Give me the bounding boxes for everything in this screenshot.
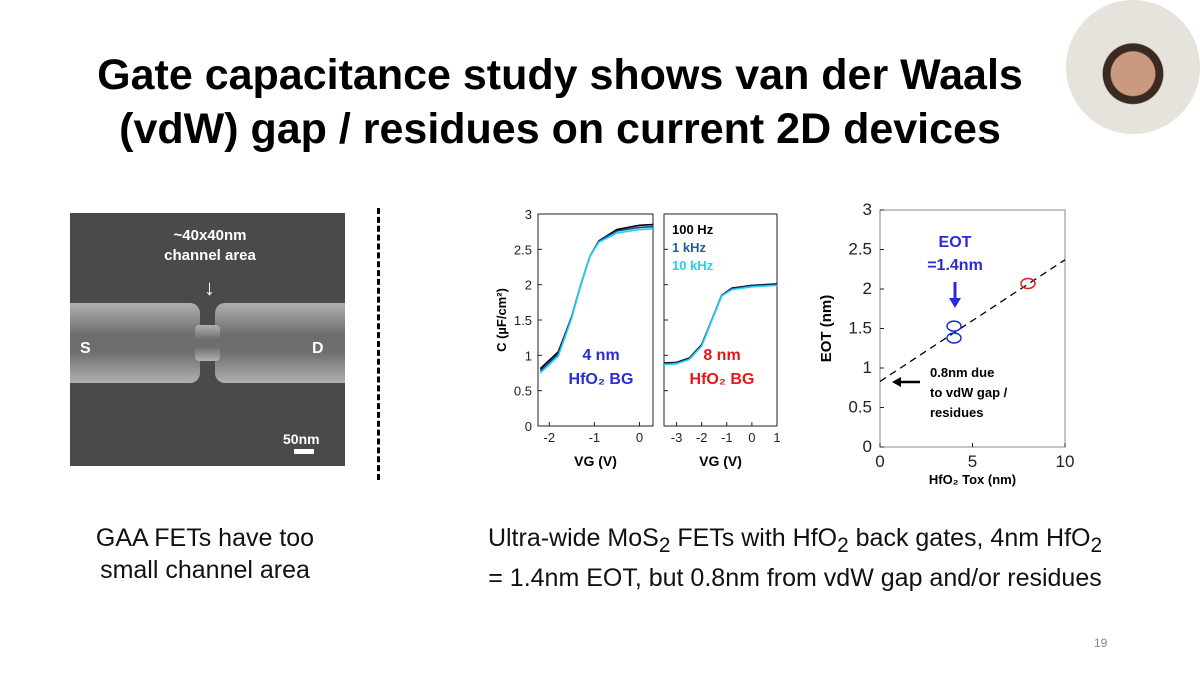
legend-entry: 100 Hz — [672, 222, 714, 237]
gap-annotation: to vdW gap / — [930, 385, 1008, 400]
legend-entry: 1 kHz — [672, 240, 706, 255]
x-tick-label: -1 — [589, 430, 601, 445]
y-tick-label: 2.5 — [848, 240, 872, 259]
caption-sub: 2 — [658, 534, 671, 557]
annotation-material: HfO₂ BG — [690, 371, 755, 388]
sem-label-area: channel area — [164, 247, 256, 264]
x-tick-label: 1 — [773, 430, 780, 445]
presenter-webcam — [1066, 0, 1200, 134]
y-tick-label: 1 — [863, 358, 872, 377]
y-tick-label: 2.5 — [514, 242, 532, 257]
y-tick-label: 0 — [525, 419, 532, 434]
slide-title: Gate capacitance study shows van der Waa… — [60, 48, 1060, 156]
x-axis-label: VG (V) — [699, 453, 742, 469]
x-tick-label: 10 — [1056, 452, 1075, 471]
fit-line — [879, 259, 1066, 382]
sem-label-size: ~40x40nm — [173, 227, 247, 244]
x-tick-label: 0 — [748, 430, 755, 445]
y-tick-label: 1 — [525, 348, 532, 363]
caption-left-line1: GAA FETs have too — [95, 524, 315, 552]
source-label: S — [80, 340, 91, 357]
caption-sub: 2 — [1090, 534, 1103, 557]
eot-annotation: =1.4nm — [927, 257, 983, 274]
scale-bar — [294, 449, 314, 454]
title-line-2: (vdW) gap / residues on current 2D devic… — [119, 105, 1001, 153]
gap-arrow-icon — [892, 377, 901, 387]
caption-sub: 2 — [837, 534, 849, 557]
x-tick-label: 5 — [968, 452, 977, 471]
caption-left: GAA FETs have too small channel area — [60, 522, 350, 586]
data-point — [946, 320, 962, 332]
page-number: 19 — [1094, 636, 1108, 650]
caption-left-line2: small channel area — [100, 556, 310, 584]
y-tick-label: 2 — [863, 279, 872, 298]
down-arrow-icon: ↓ — [204, 275, 215, 300]
x-tick-label: 0 — [875, 452, 884, 471]
drain-label: D — [312, 340, 324, 357]
x-tick-label: -1 — [721, 430, 733, 445]
series-line-10kHz — [539, 228, 654, 374]
y-tick-label: 1.5 — [848, 319, 872, 338]
y-tick-label: 3 — [525, 207, 532, 222]
caption-right-line2: = 1.4nm EOT, but 0.8nm from vdW gap and/… — [488, 564, 1102, 592]
series-line-10kHz — [663, 284, 778, 366]
y-axis-label: C (µF/cm²) — [494, 288, 509, 352]
x-axis-label: VG (V) — [574, 453, 617, 469]
legend-entry: 10 kHz — [672, 258, 714, 273]
data-point — [1020, 277, 1036, 290]
x-tick-label: -3 — [671, 430, 683, 445]
annotation-thickness: 4 nm — [582, 347, 619, 364]
y-tick-label: 0.5 — [514, 384, 532, 399]
annotation-thickness: 8 nm — [703, 347, 740, 364]
y-tick-label: 1.5 — [514, 313, 532, 328]
x-tick-label: 0 — [636, 430, 643, 445]
scale-bar-label: 50nm — [283, 431, 320, 447]
title-line-1: Gate capacitance study shows van der Waa… — [97, 51, 1023, 99]
caption-text: back gates, 4nm HfO — [848, 524, 1091, 552]
y-axis-label: EOT (nm) — [818, 295, 835, 363]
x-tick-label: -2 — [543, 430, 555, 445]
dashed-divider — [377, 208, 380, 480]
gap-annotation: residues — [930, 405, 983, 420]
y-tick-label: 2 — [525, 278, 532, 293]
caption-text: Ultra-wide MoS — [487, 524, 659, 552]
gap-annotation: 0.8nm due — [930, 365, 994, 380]
caption-text: FETs with HfO — [670, 524, 838, 552]
x-tick-label: -2 — [696, 430, 708, 445]
eot-arrow-icon — [949, 298, 961, 308]
annotation-material: HfO₂ BG — [569, 371, 634, 388]
x-axis-label: HfO₂ Tox (nm) — [929, 472, 1016, 487]
caption-right: Ultra-wide MoS2 FETs with HfO2 back gate… — [395, 522, 1195, 594]
y-tick-label: 0 — [863, 437, 872, 456]
data-point — [946, 332, 962, 344]
eot-annotation: EOT — [939, 234, 972, 251]
y-tick-label: 0.5 — [848, 398, 872, 417]
y-tick-label: 3 — [863, 200, 872, 219]
sem-image: ~40x40nm channel area ↓ S D 50nm — [70, 213, 345, 466]
